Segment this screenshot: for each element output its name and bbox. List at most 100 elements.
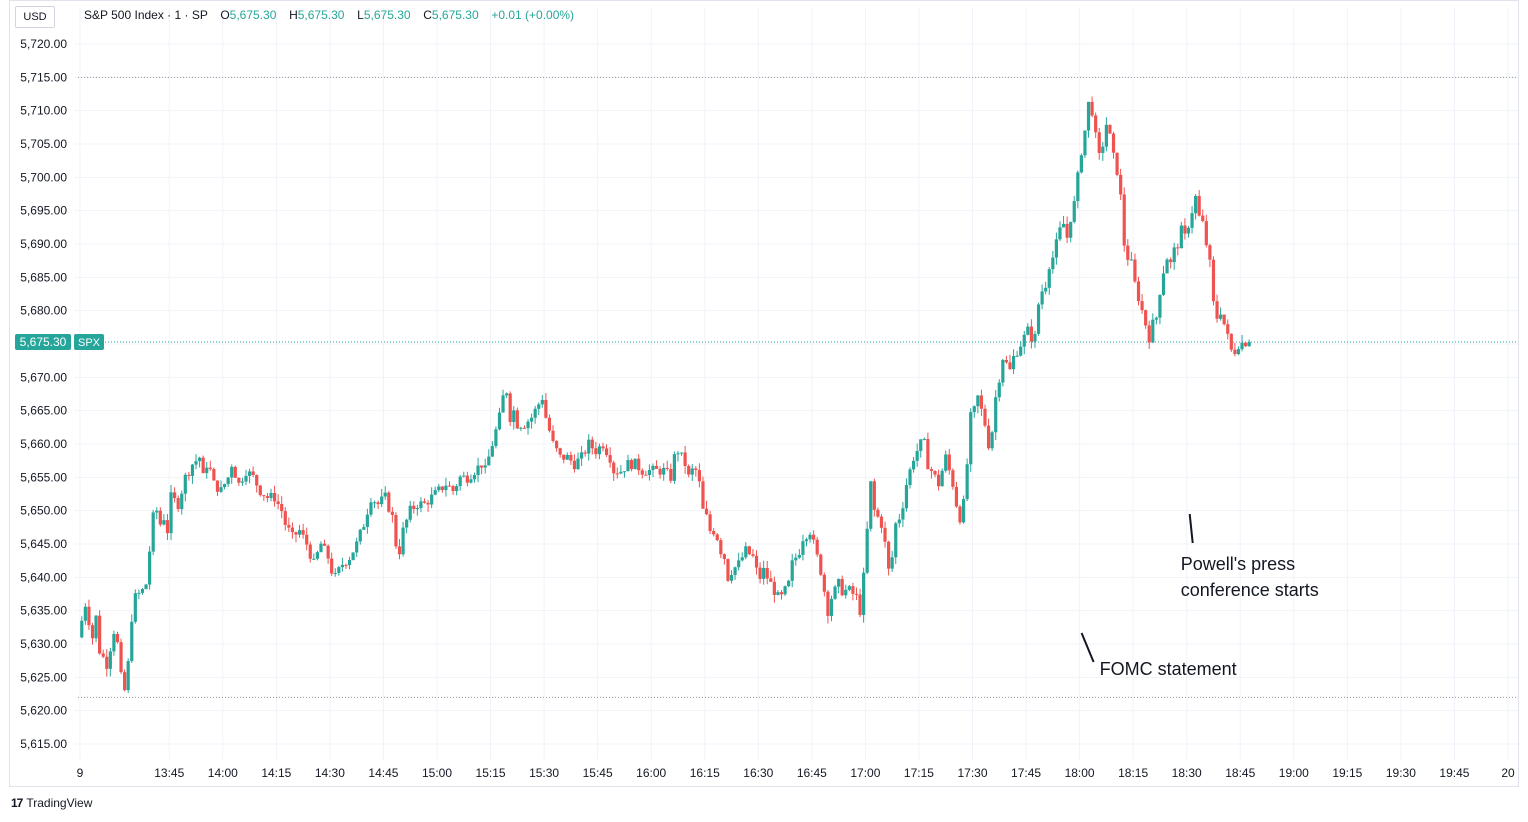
- candle-body: [190, 464, 195, 476]
- candle-body: [712, 530, 716, 535]
- candle: [726, 558, 730, 583]
- annotation-text: conference starts: [1181, 580, 1319, 600]
- candle: [1147, 320, 1151, 350]
- candle: [1094, 112, 1098, 138]
- candle-body: [197, 457, 202, 462]
- candle: [144, 583, 148, 590]
- candle: [112, 630, 116, 656]
- candle: [722, 553, 726, 565]
- close-label: C: [423, 8, 432, 22]
- candle-body: [904, 485, 909, 509]
- candle-body: [1204, 221, 1208, 246]
- candle-body: [926, 438, 930, 470]
- candle: [597, 443, 602, 460]
- candle-body: [647, 469, 652, 476]
- candle: [283, 507, 287, 531]
- candle: [505, 392, 509, 399]
- candle: [1119, 168, 1123, 201]
- candle: [926, 432, 930, 470]
- candle-body: [583, 452, 587, 454]
- currency-selector[interactable]: USD: [15, 6, 55, 28]
- candle: [1015, 350, 1019, 358]
- candle: [130, 614, 134, 663]
- candle: [312, 553, 316, 561]
- close-value: 5,675.30: [431, 8, 479, 22]
- chart-panel[interactable]: [9, 0, 1519, 787]
- candle-body: [1194, 195, 1198, 214]
- candle-body: [205, 467, 209, 474]
- candle-body: [626, 460, 630, 472]
- candle: [262, 494, 266, 501]
- candle-body: [365, 514, 369, 527]
- candle: [904, 478, 909, 512]
- candle: [1115, 152, 1119, 177]
- candle-body: [1133, 259, 1137, 282]
- candle-body: [98, 615, 102, 654]
- candle-body: [115, 633, 120, 643]
- candle-body: [240, 481, 245, 483]
- candle-body: [665, 467, 669, 470]
- candle-body: [604, 448, 609, 456]
- candle-body: [1101, 146, 1105, 153]
- candle-body: [976, 395, 980, 407]
- candle: [572, 454, 577, 473]
- candle-body: [1179, 225, 1183, 249]
- candle: [922, 437, 926, 441]
- candle: [1065, 216, 1069, 244]
- candle: [994, 389, 998, 440]
- candle-body: [726, 559, 730, 581]
- candle-body: [1154, 317, 1158, 320]
- candle: [272, 485, 277, 507]
- candle-body: [1026, 326, 1030, 335]
- candle-body: [497, 412, 502, 430]
- tradingview-brand[interactable]: 17 TradingView: [11, 796, 92, 810]
- candle-body: [83, 606, 87, 621]
- x-tick-label: 18:30: [1172, 766, 1202, 780]
- candle: [872, 478, 876, 517]
- candle: [233, 465, 237, 478]
- candle-body: [697, 470, 701, 482]
- candle: [837, 578, 841, 594]
- candle-body: [265, 496, 270, 498]
- candle: [1154, 316, 1158, 325]
- candle: [754, 550, 759, 575]
- candle-body: [954, 486, 959, 507]
- candle-body: [1051, 257, 1055, 270]
- candle-body: [894, 523, 898, 558]
- candle-body: [876, 509, 880, 517]
- candle-body: [794, 557, 798, 561]
- candle-body: [847, 586, 851, 590]
- candle: [287, 517, 291, 532]
- candle-body: [1136, 281, 1141, 302]
- candle: [697, 463, 701, 488]
- candle-body: [922, 438, 926, 440]
- candle: [1108, 124, 1112, 134]
- candle: [669, 463, 673, 484]
- candle-body: [301, 530, 305, 535]
- candle: [929, 466, 934, 479]
- candle-body: [701, 481, 705, 509]
- x-tick-label: 14:00: [208, 766, 238, 780]
- annotation-pointer: [1188, 513, 1194, 544]
- y-tick-label: 5,630.00: [20, 637, 67, 651]
- candle-body: [244, 475, 248, 482]
- candle: [976, 394, 980, 414]
- candle: [1033, 330, 1037, 348]
- candle: [908, 467, 912, 489]
- candle-body: [979, 395, 984, 409]
- y-tick-label: 5,660.00: [20, 437, 67, 451]
- candle-body: [140, 589, 145, 593]
- candle-body: [579, 452, 584, 459]
- candle: [808, 532, 812, 543]
- x-tick-label: 19:00: [1279, 766, 1309, 780]
- candle: [797, 549, 801, 559]
- candle: [844, 584, 848, 599]
- candle-body: [1104, 124, 1108, 147]
- candle: [911, 456, 916, 473]
- candle: [469, 474, 473, 484]
- candle: [1165, 257, 1169, 274]
- candle: [640, 468, 644, 479]
- candle-body: [947, 454, 951, 471]
- candle: [583, 449, 587, 457]
